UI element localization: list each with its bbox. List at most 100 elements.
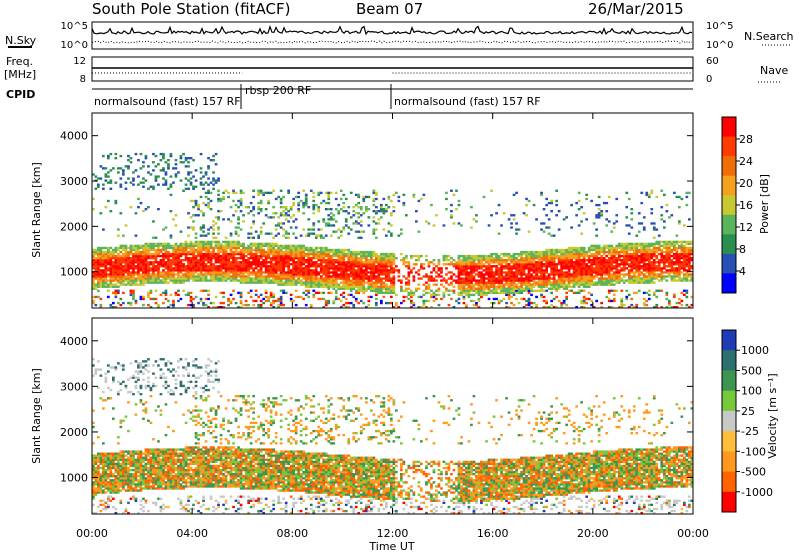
- power-cell: [352, 279, 356, 282]
- power-cell: [487, 265, 491, 268]
- power-cell: [264, 242, 268, 246]
- power-cell: [319, 291, 323, 295]
- power-cell: [487, 285, 491, 288]
- power-cell: [279, 303, 283, 307]
- power-cell: [232, 191, 235, 195]
- power-cell: [122, 269, 125, 272]
- power-cell: [132, 297, 135, 301]
- power-cell: [507, 281, 511, 284]
- power-cell: [254, 299, 258, 303]
- power-cell: [532, 289, 536, 292]
- power-cell: [204, 195, 208, 199]
- power-cell: [575, 250, 578, 254]
- power-cell: [237, 250, 240, 254]
- power-cell: [202, 254, 205, 258]
- power-cell: [535, 269, 538, 272]
- power-cell: [465, 275, 468, 278]
- power-cell: [380, 277, 383, 280]
- power-cell: [605, 273, 609, 276]
- power-cell: [344, 301, 348, 305]
- power-cell: [204, 271, 208, 274]
- power-cell: [97, 254, 100, 258]
- power-cell: [457, 222, 461, 225]
- power-cell: [405, 289, 408, 292]
- power-cell: [109, 210, 113, 213]
- power-cell: [590, 261, 593, 264]
- power-cell: [537, 271, 541, 274]
- power-cell: [274, 299, 278, 303]
- power-cell: [357, 195, 361, 199]
- power-cell: [232, 259, 235, 262]
- power-cell: [362, 257, 366, 260]
- power-cell: [352, 254, 356, 258]
- power-cell: [537, 257, 541, 260]
- power-cell: [505, 263, 508, 266]
- power-cell: [242, 279, 245, 282]
- power-cell: [600, 306, 603, 309]
- power-cell: [282, 281, 285, 284]
- beam-title: Beam 07: [356, 0, 423, 18]
- power-cell: [392, 283, 396, 286]
- power-cell: [352, 285, 356, 288]
- power-cell: [542, 273, 546, 276]
- power-cell: [327, 259, 331, 262]
- power-cell: [172, 261, 175, 264]
- power-cell: [162, 169, 165, 172]
- power-cell: [137, 197, 140, 201]
- power-cell: [367, 195, 371, 199]
- power-cell: [505, 252, 508, 256]
- power-cell: [455, 275, 458, 278]
- power-cell: [502, 279, 506, 282]
- power-cell: [502, 267, 506, 270]
- power-cell: [497, 203, 501, 207]
- power-cell: [212, 248, 215, 252]
- power-cell: [92, 273, 95, 276]
- power-cell: [375, 287, 378, 290]
- power-cell: [540, 285, 543, 288]
- power-cell: [212, 269, 215, 272]
- power-cell: [232, 257, 235, 260]
- power-cell: [109, 275, 113, 278]
- power-cell: [182, 289, 185, 292]
- power-cell: [470, 287, 473, 290]
- power-cell: [289, 275, 293, 278]
- power-cell: [292, 250, 295, 254]
- power-cell: [372, 289, 376, 292]
- power-cell: [279, 214, 283, 217]
- power-cell: [415, 289, 418, 292]
- power-cell: [244, 267, 248, 270]
- power-cell: [199, 277, 203, 280]
- power-cell: [219, 259, 223, 262]
- power-cell: [462, 281, 466, 284]
- power-cell: [547, 283, 551, 286]
- power-cell: [134, 169, 138, 172]
- power-cell: [342, 271, 346, 274]
- power-cell: [92, 250, 95, 254]
- power-cell: [517, 259, 521, 262]
- power-cell: [324, 277, 328, 280]
- power-cell: [545, 250, 548, 254]
- power-cell: [207, 203, 210, 207]
- power-cell: [500, 224, 503, 227]
- power-cell: [312, 195, 316, 199]
- power-cell: [344, 265, 348, 268]
- power-cell: [197, 252, 200, 256]
- power-cell: [317, 206, 321, 209]
- power-cell: [392, 254, 396, 258]
- power-cell: [367, 303, 371, 307]
- power-cell: [472, 277, 476, 280]
- power-cell: [585, 193, 588, 197]
- power-cell: [217, 226, 220, 229]
- power-cell: [267, 246, 270, 250]
- power-cell: [497, 291, 501, 295]
- power-cell: [460, 289, 463, 292]
- power-cell: [112, 275, 115, 278]
- power-cell: [540, 263, 543, 266]
- power-cell: [595, 299, 598, 303]
- power-cell: [427, 283, 431, 286]
- power-cell: [157, 248, 160, 252]
- power-cell: [229, 267, 233, 270]
- power-cell: [149, 254, 153, 258]
- power-cell: [347, 261, 351, 264]
- power-cell: [309, 252, 313, 256]
